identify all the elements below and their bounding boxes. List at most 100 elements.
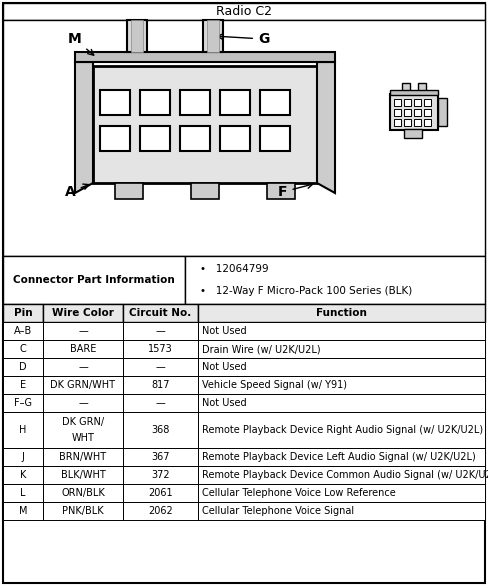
Bar bbox=[123, 466, 198, 484]
Bar bbox=[3, 448, 43, 466]
Text: M: M bbox=[68, 32, 94, 55]
Bar bbox=[43, 412, 123, 448]
Bar bbox=[414, 99, 421, 106]
Bar bbox=[3, 394, 43, 412]
Bar bbox=[198, 448, 485, 466]
Bar bbox=[3, 304, 43, 322]
Bar bbox=[394, 109, 401, 116]
Bar bbox=[3, 466, 43, 484]
Text: D: D bbox=[19, 362, 27, 372]
Text: BRN/WHT: BRN/WHT bbox=[60, 452, 106, 462]
Bar bbox=[100, 90, 130, 115]
Bar bbox=[3, 322, 43, 340]
Text: BARE: BARE bbox=[70, 344, 96, 354]
Bar bbox=[43, 322, 123, 340]
Text: C: C bbox=[20, 344, 26, 354]
Polygon shape bbox=[317, 62, 335, 193]
Bar bbox=[3, 256, 185, 304]
Text: 2061: 2061 bbox=[148, 488, 173, 498]
Bar bbox=[402, 83, 410, 94]
Text: Drain Wire (w/ U2K/U2L): Drain Wire (w/ U2K/U2L) bbox=[202, 344, 321, 354]
Bar bbox=[267, 183, 295, 199]
Bar bbox=[220, 126, 250, 151]
Text: Remote Playback Device Left Audio Signal (w/ U2K/U2L): Remote Playback Device Left Audio Signal… bbox=[202, 452, 476, 462]
Bar bbox=[260, 90, 290, 115]
Text: Cellular Telephone Voice Signal: Cellular Telephone Voice Signal bbox=[202, 506, 354, 516]
Text: 368: 368 bbox=[151, 425, 170, 435]
Text: Remote Playback Device Common Audio Signal (w/ U2K/U2L): Remote Playback Device Common Audio Sign… bbox=[202, 470, 488, 480]
Bar bbox=[123, 322, 198, 340]
Text: •   12-Way F Micro-Pack 100 Series (BLK): • 12-Way F Micro-Pack 100 Series (BLK) bbox=[200, 285, 412, 295]
Text: BLK/WHT: BLK/WHT bbox=[61, 470, 105, 480]
Bar bbox=[140, 90, 170, 115]
Text: Function: Function bbox=[316, 308, 367, 318]
Bar bbox=[198, 466, 485, 484]
Text: WHT: WHT bbox=[72, 433, 95, 443]
Text: L: L bbox=[20, 488, 26, 498]
Bar bbox=[123, 304, 198, 322]
Text: 1573: 1573 bbox=[148, 344, 173, 354]
Bar bbox=[404, 129, 422, 138]
Bar bbox=[43, 502, 123, 520]
Bar bbox=[43, 304, 123, 322]
Text: PNK/BLK: PNK/BLK bbox=[62, 506, 104, 516]
Bar bbox=[394, 99, 401, 106]
Bar bbox=[198, 394, 485, 412]
Bar bbox=[93, 66, 317, 183]
Bar bbox=[100, 126, 130, 151]
Bar bbox=[123, 376, 198, 394]
Bar bbox=[180, 126, 210, 151]
Text: Cellular Telephone Voice Low Reference: Cellular Telephone Voice Low Reference bbox=[202, 488, 396, 498]
Bar bbox=[131, 20, 143, 52]
Text: —: — bbox=[78, 326, 88, 336]
Bar bbox=[3, 502, 43, 520]
Text: DK GRN/WHT: DK GRN/WHT bbox=[50, 380, 116, 390]
Bar bbox=[260, 126, 290, 151]
Text: F–G: F–G bbox=[14, 398, 32, 408]
Bar bbox=[43, 466, 123, 484]
Text: 2062: 2062 bbox=[148, 506, 173, 516]
Text: Not Used: Not Used bbox=[202, 326, 246, 336]
Bar bbox=[438, 98, 447, 126]
Bar bbox=[115, 183, 143, 199]
Text: —: — bbox=[156, 362, 165, 372]
Bar bbox=[43, 376, 123, 394]
Bar bbox=[394, 119, 401, 126]
Text: Not Used: Not Used bbox=[202, 398, 246, 408]
Bar bbox=[180, 90, 210, 115]
Text: —: — bbox=[156, 398, 165, 408]
Bar bbox=[390, 94, 438, 130]
Text: ORN/BLK: ORN/BLK bbox=[61, 488, 105, 498]
Bar bbox=[198, 304, 485, 322]
Bar bbox=[75, 52, 335, 62]
Text: Circuit No.: Circuit No. bbox=[129, 308, 192, 318]
Bar bbox=[198, 340, 485, 358]
Bar bbox=[140, 126, 170, 151]
Bar bbox=[3, 484, 43, 502]
Text: J: J bbox=[21, 452, 24, 462]
Bar bbox=[424, 99, 431, 106]
Bar bbox=[424, 119, 431, 126]
Text: H: H bbox=[20, 425, 27, 435]
Bar bbox=[3, 358, 43, 376]
Bar bbox=[127, 20, 147, 52]
Text: •   12064799: • 12064799 bbox=[200, 264, 268, 274]
Text: F: F bbox=[278, 183, 313, 199]
Text: A: A bbox=[65, 184, 89, 199]
Text: DK GRN/: DK GRN/ bbox=[62, 417, 104, 427]
Text: Remote Playback Device Right Audio Signal (w/ U2K/U2L): Remote Playback Device Right Audio Signa… bbox=[202, 425, 483, 435]
Bar bbox=[198, 358, 485, 376]
Bar bbox=[3, 340, 43, 358]
Text: K: K bbox=[20, 470, 26, 480]
Text: Not Used: Not Used bbox=[202, 362, 246, 372]
Text: Connector Part Information: Connector Part Information bbox=[13, 275, 175, 285]
Bar bbox=[198, 412, 485, 448]
Text: Wire Color: Wire Color bbox=[52, 308, 114, 318]
Bar bbox=[43, 484, 123, 502]
Bar bbox=[43, 340, 123, 358]
Text: E: E bbox=[20, 380, 26, 390]
Bar bbox=[191, 183, 219, 199]
Bar bbox=[198, 484, 485, 502]
Text: Radio C2: Radio C2 bbox=[216, 5, 272, 18]
Bar bbox=[123, 412, 198, 448]
